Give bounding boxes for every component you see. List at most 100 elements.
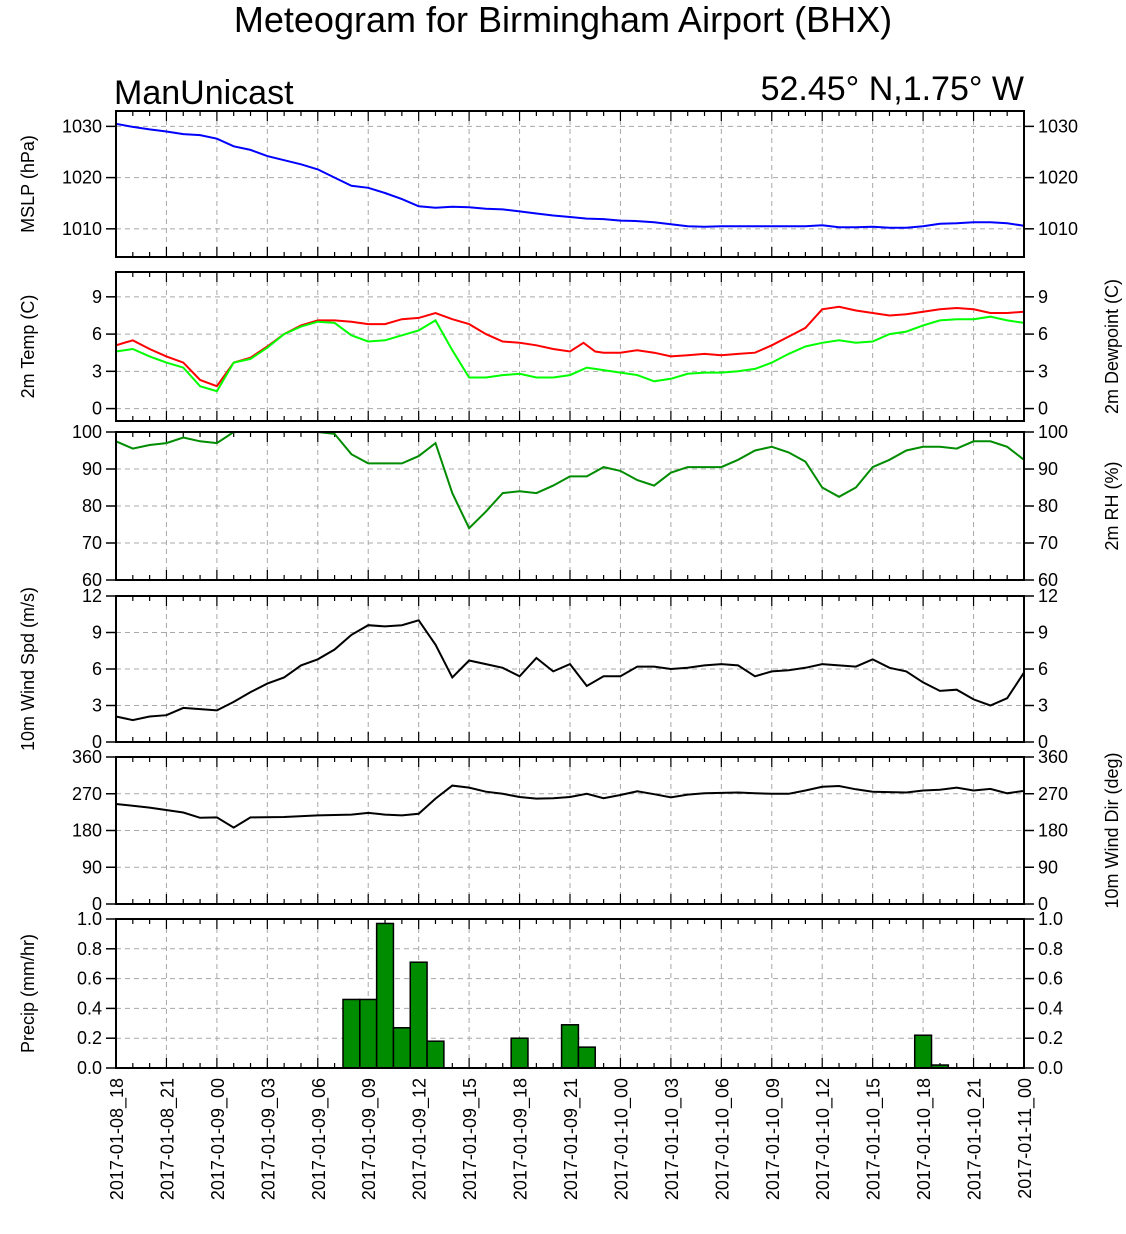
precip-bar [409, 961, 428, 1069]
wspd-ytick-label-right: 0 [1038, 732, 1048, 752]
wspd-ytick-label-right: 12 [1038, 586, 1058, 606]
wdir-ytick-label-right: 360 [1038, 747, 1068, 767]
mslp-frame [115, 110, 1025, 258]
precip-ytick-label-left: 0.4 [77, 998, 102, 1018]
rh-ytick-label-right: 90 [1038, 459, 1058, 479]
precip-bar [342, 998, 361, 1069]
temp-ytick-label-right: 3 [1038, 361, 1048, 381]
wdir-ytick-label-left: 90 [82, 857, 102, 877]
temp-ytick-label-left: 6 [92, 324, 102, 344]
temp-right-axis-label: 2m Dewpoint (C) [1102, 279, 1122, 414]
precip-ytick-label-right: 0.4 [1038, 998, 1063, 1018]
wdir-ytick-label-left: 0 [92, 894, 102, 914]
station-coordinates: 52.45° N,1.75° W [760, 70, 1024, 108]
temp-ytick-label-left: 3 [92, 361, 102, 381]
wspd-ytick-label-right: 3 [1038, 696, 1048, 716]
x-time-label: 2017-01-10_18 [914, 1078, 935, 1200]
precip-ytick-label-left: 0.2 [77, 1028, 102, 1048]
wdir-ytick-label-right: 90 [1038, 857, 1058, 877]
precip-bar [375, 922, 395, 1069]
wspd-ytick-label-left: 0 [92, 732, 102, 752]
x-time-label: 2017-01-08_18 [107, 1078, 128, 1200]
mslp-ytick-label-right: 1010 [1038, 219, 1078, 239]
rh-ytick-label-right: 80 [1038, 496, 1058, 516]
model-name: ManUnicast [114, 74, 294, 112]
x-time-label: 2017-01-09_12 [410, 1078, 431, 1200]
wdir-ytick-label-left: 270 [72, 784, 102, 804]
precip-ytick-label-right: 0.2 [1038, 1028, 1063, 1048]
precip-frame [115, 918, 1025, 1069]
precip-bar [913, 1034, 933, 1069]
rh-right-axis-label: 2m RH (%) [1102, 462, 1122, 551]
precip-ytick-label-right: 1.0 [1038, 909, 1063, 929]
rh-ytick-label-left: 70 [82, 533, 102, 553]
wspd-ytick-label-right: 9 [1038, 623, 1048, 643]
precip-ytick-label-left: 0.6 [77, 969, 102, 989]
x-time-label: 2017-01-10_12 [813, 1078, 834, 1200]
x-time-label: 2017-01-11_00 [1015, 1078, 1036, 1199]
temp-ytick-label-left: 0 [92, 399, 102, 419]
x-time-label: 2017-01-09_00 [208, 1078, 229, 1200]
x-time-label: 2017-01-09_09 [359, 1078, 380, 1200]
temp-ytick-label-right: 0 [1038, 399, 1048, 419]
precip-ytick-label-left: 0.0 [77, 1058, 102, 1078]
precip-ytick-label-right: 0.0 [1038, 1058, 1063, 1078]
x-time-label: 2017-01-09_15 [460, 1078, 481, 1200]
precip-left-axis-label: Precip (mm/hr) [18, 934, 38, 1053]
mslp-ytick-label-left: 1010 [62, 219, 102, 239]
precip-ytick-label-right: 0.8 [1038, 939, 1063, 959]
rh-ytick-label-left: 60 [82, 570, 102, 590]
mslp-ytick-label-right: 1030 [1038, 116, 1078, 136]
mslp-ytick-label-left: 1030 [62, 116, 102, 136]
x-time-label: 2017-01-10_21 [965, 1078, 986, 1200]
mslp-ytick-label-right: 1020 [1038, 168, 1078, 188]
x-time-label: 2017-01-09_18 [511, 1078, 532, 1200]
rh-ytick-label-left: 80 [82, 496, 102, 516]
temp-frame [115, 271, 1025, 422]
x-time-label: 2017-01-10_15 [864, 1078, 885, 1200]
wspd-series-line [115, 619, 1025, 722]
wspd-ytick-label-left: 3 [92, 696, 102, 716]
wdir-ytick-label-right: 270 [1038, 784, 1068, 804]
precip-ytick-label-left: 0.8 [77, 939, 102, 959]
x-time-label: 2017-01-10_00 [611, 1078, 632, 1200]
rh-ytick-label-right: 100 [1038, 422, 1068, 442]
chart-title: Meteogram for Birmingham Airport (BHX) [233, 0, 893, 40]
precip-ytick-label-left: 1.0 [77, 909, 102, 929]
x-time-label: 2017-01-10_06 [712, 1078, 733, 1200]
rh-ytick-label-right: 60 [1038, 570, 1058, 590]
precip-bar [577, 1046, 596, 1069]
x-time-label: 2017-01-09_21 [561, 1078, 582, 1200]
wdir-ytick-label-right: 0 [1038, 894, 1048, 914]
mslp-series-line [115, 122, 1025, 229]
wdir-ytick-label-right: 180 [1038, 821, 1068, 841]
rh-ytick-label-left: 100 [72, 422, 102, 442]
temp-ytick-label-right: 9 [1038, 287, 1048, 307]
wspd-ytick-label-right: 6 [1038, 659, 1048, 679]
precip-bar [560, 1024, 580, 1069]
mslp-ytick-label-left: 1020 [62, 168, 102, 188]
wdir-series-line [115, 784, 1025, 829]
rh-ytick-label-right: 70 [1038, 533, 1058, 553]
wspd-left-axis-label: 10m Wind Spd (m/s) [18, 587, 38, 751]
temp-ytick-label-right: 6 [1038, 324, 1048, 344]
wdir-right-axis-label: 10m Wind Dir (deg) [1102, 752, 1122, 908]
x-time-label: 2017-01-10_03 [662, 1078, 683, 1200]
rh-ytick-label-left: 90 [82, 459, 102, 479]
wspd-ytick-label-left: 6 [92, 659, 102, 679]
x-time-label: 2017-01-10_09 [763, 1078, 784, 1200]
temp-left-axis-label: 2m Temp (C) [18, 295, 38, 399]
precip-ytick-label-right: 0.6 [1038, 969, 1063, 989]
temp-series-line [115, 315, 1025, 393]
wdir-ytick-label-left: 180 [72, 821, 102, 841]
mslp-left-axis-label: MSLP (hPa) [18, 135, 38, 233]
precip-bar [510, 1037, 529, 1069]
wspd-ytick-label-left: 12 [82, 586, 102, 606]
precip-bar [359, 998, 378, 1069]
x-time-label: 2017-01-09_06 [309, 1078, 330, 1200]
x-time-label: 2017-01-09_03 [258, 1078, 279, 1200]
temp-ytick-label-left: 9 [92, 287, 102, 307]
wspd-ytick-label-left: 9 [92, 623, 102, 643]
precip-bar [426, 1040, 445, 1069]
